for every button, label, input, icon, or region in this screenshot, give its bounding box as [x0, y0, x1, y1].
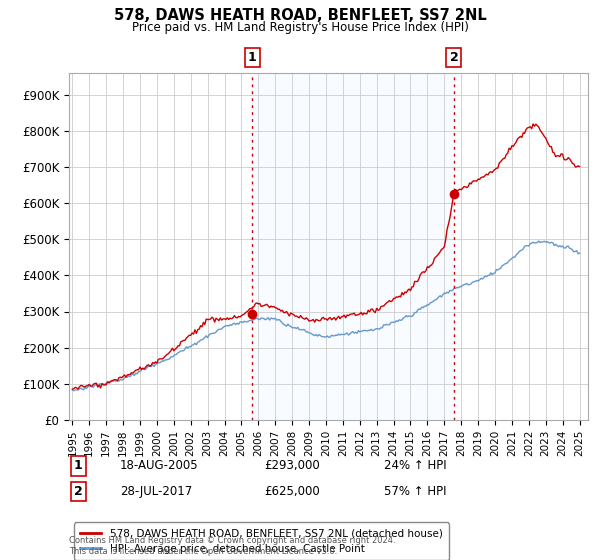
Text: 24% ↑ HPI: 24% ↑ HPI: [384, 459, 446, 473]
Text: 2: 2: [449, 50, 458, 64]
Text: 1: 1: [248, 50, 256, 64]
Text: £293,000: £293,000: [264, 459, 320, 473]
Bar: [252, 73, 454, 420]
Text: 578, DAWS HEATH ROAD, BENFLEET, SS7 2NL: 578, DAWS HEATH ROAD, BENFLEET, SS7 2NL: [113, 8, 487, 24]
Text: 2: 2: [74, 485, 82, 498]
Legend: 578, DAWS HEATH ROAD, BENFLEET, SS7 2NL (detached house), HPI: Average price, de: 578, DAWS HEATH ROAD, BENFLEET, SS7 2NL …: [74, 522, 449, 560]
Text: Price paid vs. HM Land Registry's House Price Index (HPI): Price paid vs. HM Land Registry's House …: [131, 21, 469, 34]
Text: 1: 1: [74, 459, 82, 473]
Text: 18-AUG-2005: 18-AUG-2005: [120, 459, 199, 473]
Text: 57% ↑ HPI: 57% ↑ HPI: [384, 485, 446, 498]
Text: 28-JUL-2017: 28-JUL-2017: [120, 485, 192, 498]
Text: £625,000: £625,000: [264, 485, 320, 498]
Text: Contains HM Land Registry data © Crown copyright and database right 2024.
This d: Contains HM Land Registry data © Crown c…: [69, 536, 395, 556]
